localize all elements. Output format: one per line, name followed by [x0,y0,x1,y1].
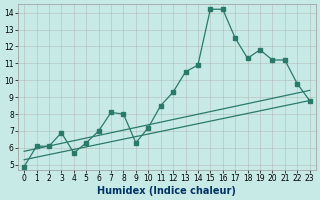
X-axis label: Humidex (Indice chaleur): Humidex (Indice chaleur) [98,186,236,196]
